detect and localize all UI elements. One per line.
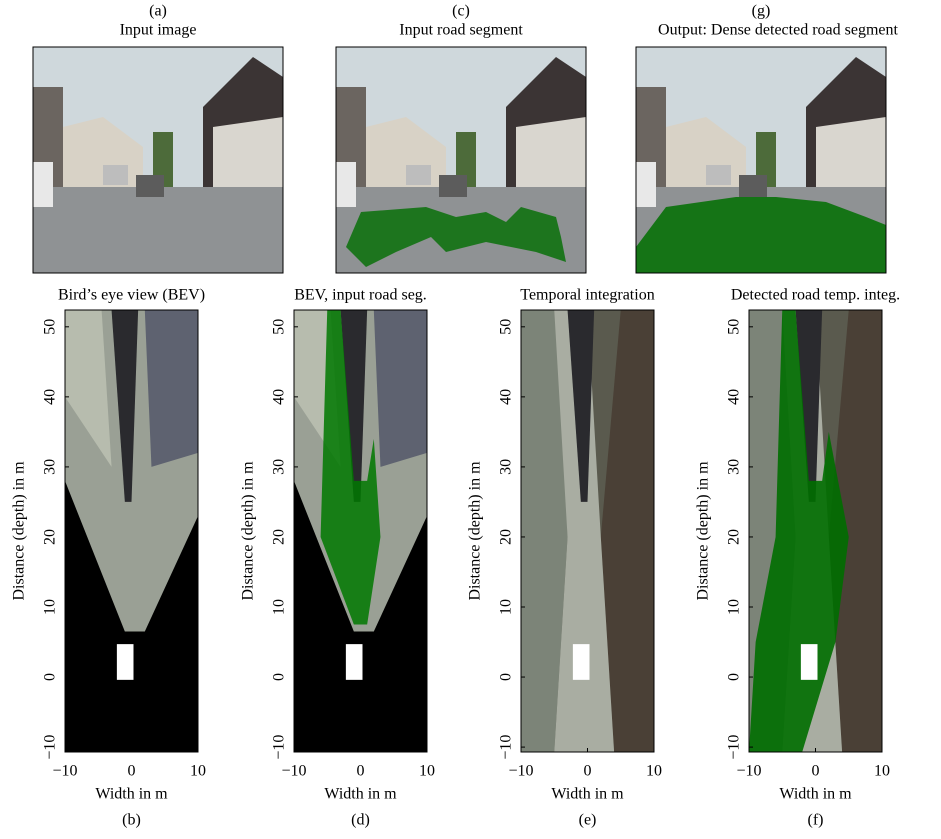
car bbox=[33, 162, 53, 207]
y-tick-label: 20 bbox=[271, 529, 288, 545]
y-tick-label: 20 bbox=[498, 529, 515, 545]
x-tick-label: −10 bbox=[52, 763, 77, 780]
y-tick-label: −10 bbox=[271, 735, 288, 760]
x-tick-label: −10 bbox=[508, 763, 533, 780]
x-axis-label: Width in m bbox=[324, 786, 397, 803]
y-axis-label: Distance (depth) in m bbox=[695, 461, 712, 601]
car bbox=[739, 175, 767, 197]
y-tick-label: 0 bbox=[726, 673, 743, 681]
y-tick-label: −10 bbox=[498, 735, 515, 760]
x-tick-label: 10 bbox=[190, 763, 206, 780]
x-tick-label: 0 bbox=[584, 763, 592, 780]
panel-title: Temporal integration bbox=[520, 287, 654, 304]
y-axis-label: Distance (depth) in m bbox=[467, 461, 484, 601]
y-tick-label: 50 bbox=[42, 319, 59, 335]
street-image bbox=[33, 47, 283, 273]
bev-region bbox=[145, 310, 198, 467]
panel-letter: (a) bbox=[149, 3, 167, 20]
panel-title: Bird’s eye view (BEV) bbox=[58, 287, 205, 304]
panel-letter: (g) bbox=[752, 3, 771, 20]
y-tick-label: 40 bbox=[726, 389, 743, 405]
panel-letter: (c) bbox=[452, 3, 470, 20]
bev-image bbox=[749, 310, 882, 752]
car bbox=[136, 175, 164, 197]
y-tick-label: 0 bbox=[271, 673, 288, 681]
y-tick-label: 30 bbox=[42, 459, 59, 475]
y-tick-label: 10 bbox=[42, 599, 59, 615]
bev-image bbox=[294, 310, 427, 752]
y-tick-label: 50 bbox=[271, 319, 288, 335]
x-axis-label: Width in m bbox=[551, 786, 624, 803]
building bbox=[816, 117, 886, 197]
ego-vehicle bbox=[346, 644, 363, 680]
building bbox=[213, 117, 283, 197]
road bbox=[33, 187, 283, 273]
car bbox=[406, 165, 431, 185]
y-tick-label: 0 bbox=[42, 673, 59, 681]
bev-image bbox=[65, 310, 198, 752]
car bbox=[439, 175, 467, 197]
ego-vehicle bbox=[801, 644, 818, 680]
bev-image bbox=[521, 310, 654, 752]
y-tick-label: 30 bbox=[498, 459, 515, 475]
figure: (a) Input image (c) Input road segment (g) Ou… bbox=[0, 0, 941, 839]
car bbox=[103, 165, 128, 185]
y-tick-label: 10 bbox=[271, 599, 288, 615]
y-tick-label: 50 bbox=[498, 319, 515, 335]
car bbox=[336, 162, 356, 207]
panel-letter: (d) bbox=[351, 812, 370, 829]
y-tick-label: −10 bbox=[726, 735, 743, 760]
panel-title: Detected road temp. integ. bbox=[731, 287, 900, 304]
x-tick-label: 10 bbox=[419, 763, 435, 780]
y-axis-label: Distance (depth) in m bbox=[240, 461, 257, 601]
y-tick-label: 40 bbox=[42, 389, 59, 405]
x-tick-label: 0 bbox=[128, 763, 136, 780]
x-tick-label: 10 bbox=[874, 763, 890, 780]
y-tick-label: 10 bbox=[498, 599, 515, 615]
x-tick-label: 0 bbox=[357, 763, 365, 780]
ego-vehicle bbox=[117, 644, 134, 680]
y-tick-label: −10 bbox=[42, 735, 59, 760]
panel-letter: (b) bbox=[122, 812, 141, 829]
panel-letter: (f) bbox=[808, 812, 824, 829]
ego-vehicle bbox=[573, 644, 590, 680]
y-tick-label: 0 bbox=[498, 673, 515, 681]
x-axis-label: Width in m bbox=[95, 786, 168, 803]
panel-title: BEV, input road seg. bbox=[294, 287, 427, 304]
building bbox=[516, 117, 586, 197]
car bbox=[636, 162, 656, 207]
x-tick-label: 10 bbox=[646, 763, 662, 780]
y-axis-label: Distance (depth) in m bbox=[11, 461, 28, 601]
y-tick-label: 10 bbox=[726, 599, 743, 615]
panel-title: Input image bbox=[120, 22, 197, 39]
street-image bbox=[636, 47, 886, 273]
y-tick-label: 40 bbox=[498, 389, 515, 405]
x-tick-label: 0 bbox=[812, 763, 820, 780]
panel-letter: (e) bbox=[579, 812, 597, 829]
y-tick-label: 30 bbox=[726, 459, 743, 475]
x-tick-label: −10 bbox=[281, 763, 306, 780]
panel-title: Input road segment bbox=[399, 22, 523, 39]
y-tick-label: 50 bbox=[726, 319, 743, 335]
y-tick-label: 20 bbox=[42, 529, 59, 545]
panel-title: Output: Dense detected road segment bbox=[658, 22, 898, 39]
bev-region bbox=[374, 310, 427, 467]
x-tick-label: −10 bbox=[736, 763, 761, 780]
y-tick-label: 30 bbox=[271, 459, 288, 475]
y-tick-label: 40 bbox=[271, 389, 288, 405]
street-image bbox=[336, 47, 586, 273]
y-tick-label: 20 bbox=[726, 529, 743, 545]
car bbox=[706, 165, 731, 185]
x-axis-label: Width in m bbox=[779, 786, 852, 803]
